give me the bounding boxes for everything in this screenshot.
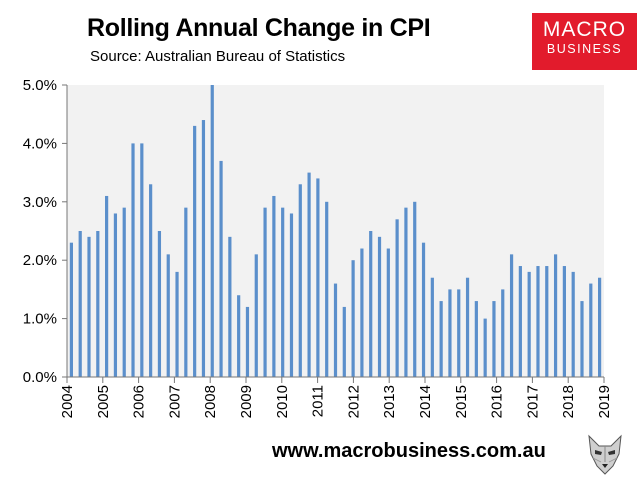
bar bbox=[131, 143, 135, 377]
bar bbox=[474, 301, 478, 377]
logo-line-1: MACRO bbox=[542, 18, 627, 41]
x-tick-label: 2006 bbox=[131, 385, 148, 418]
bar bbox=[439, 301, 443, 377]
x-tick-label: 2008 bbox=[202, 385, 219, 418]
x-tick-label: 2011 bbox=[310, 385, 327, 417]
bar bbox=[289, 213, 294, 377]
bar bbox=[140, 143, 144, 377]
bar bbox=[342, 306, 346, 377]
bar bbox=[281, 207, 285, 377]
x-tick-label: 2018 bbox=[560, 385, 577, 418]
bar bbox=[149, 184, 153, 377]
bar bbox=[598, 277, 602, 377]
y-tick-label: 2.0% bbox=[23, 252, 57, 269]
bar bbox=[465, 277, 470, 377]
y-tick-label: 1.0% bbox=[23, 311, 57, 328]
bar bbox=[237, 295, 241, 377]
x-tick-label: 2015 bbox=[453, 385, 470, 418]
bar bbox=[421, 242, 426, 377]
bar bbox=[571, 271, 575, 377]
bar bbox=[316, 178, 320, 377]
y-tick-label: 5.0% bbox=[23, 77, 57, 94]
bar bbox=[360, 248, 364, 377]
bar bbox=[580, 301, 584, 377]
bar bbox=[175, 271, 179, 377]
website-url: www.macrobusiness.com.au bbox=[272, 440, 546, 462]
y-tick-label: 4.0% bbox=[23, 135, 57, 152]
chart-subtitle: Source: Australian Bureau of Statistics bbox=[90, 48, 346, 65]
logo-line-2: BUSINESS bbox=[546, 42, 623, 56]
bar bbox=[228, 236, 232, 377]
y-tick-label: 0.0% bbox=[23, 369, 57, 386]
bar bbox=[509, 254, 514, 377]
bar bbox=[562, 266, 566, 377]
x-tick-label: 2017 bbox=[524, 385, 541, 418]
bar bbox=[377, 236, 382, 377]
x-tick-label: 2009 bbox=[238, 385, 255, 418]
bar bbox=[210, 85, 214, 377]
x-tick-label: 2005 bbox=[95, 385, 112, 418]
x-tick-label: 2004 bbox=[59, 385, 76, 418]
bar bbox=[589, 283, 593, 377]
bar bbox=[254, 254, 258, 377]
bar bbox=[263, 207, 267, 377]
bar bbox=[184, 207, 188, 377]
bar bbox=[413, 201, 417, 377]
y-tick-label: 3.0% bbox=[23, 194, 57, 211]
bar bbox=[87, 236, 91, 377]
bar bbox=[351, 260, 355, 377]
x-tick-label: 2007 bbox=[166, 385, 183, 418]
bar bbox=[448, 289, 452, 377]
x-tick-label: 2014 bbox=[417, 385, 434, 418]
x-tick-label: 2019 bbox=[596, 385, 613, 418]
bar bbox=[245, 306, 250, 377]
bar bbox=[501, 289, 505, 377]
bar bbox=[483, 318, 487, 377]
bar bbox=[69, 242, 73, 377]
bar bbox=[166, 254, 170, 377]
bar bbox=[272, 195, 276, 377]
bar bbox=[157, 231, 162, 377]
bar bbox=[219, 160, 223, 377]
bar bbox=[325, 201, 329, 377]
x-tick-label: 2013 bbox=[381, 385, 398, 418]
x-tick-label: 2010 bbox=[274, 385, 291, 418]
bar bbox=[518, 266, 522, 377]
bar bbox=[96, 231, 100, 377]
x-tick-label: 2012 bbox=[345, 385, 362, 418]
bar bbox=[553, 254, 558, 377]
bar bbox=[333, 283, 338, 377]
bar bbox=[201, 120, 206, 377]
bar bbox=[105, 195, 109, 377]
chart-title: Rolling Annual Change in CPI bbox=[87, 14, 431, 42]
bar bbox=[386, 248, 390, 377]
macrobusiness-logo: MACRO BUSINESS bbox=[532, 13, 637, 70]
bar bbox=[307, 172, 311, 377]
bar bbox=[193, 125, 197, 377]
bar bbox=[298, 184, 302, 377]
bar bbox=[430, 277, 434, 377]
bar bbox=[78, 231, 82, 377]
bar bbox=[113, 213, 118, 377]
x-tick-label: 2016 bbox=[489, 385, 506, 418]
bar bbox=[545, 266, 549, 377]
bar bbox=[404, 207, 408, 377]
bar bbox=[527, 271, 531, 377]
bar bbox=[122, 207, 126, 377]
bar bbox=[369, 231, 373, 377]
bar bbox=[395, 219, 399, 377]
bar bbox=[457, 289, 461, 377]
bar bbox=[536, 266, 540, 377]
bar bbox=[492, 301, 496, 377]
wolf-mascot-icon bbox=[583, 432, 627, 476]
